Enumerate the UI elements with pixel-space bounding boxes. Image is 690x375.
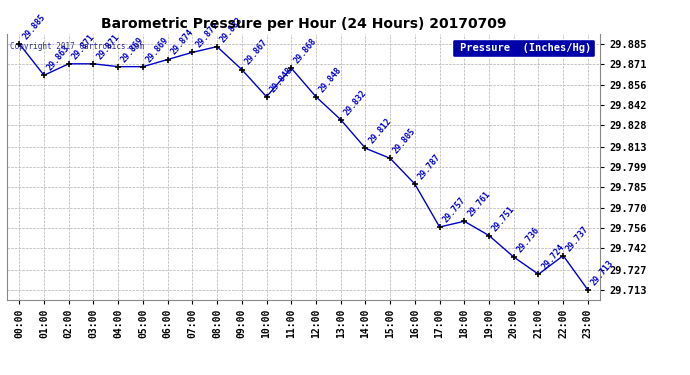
Legend: Pressure  (Inches/Hg): Pressure (Inches/Hg) <box>453 39 595 57</box>
Title: Barometric Pressure per Hour (24 Hours) 20170709: Barometric Pressure per Hour (24 Hours) … <box>101 17 506 31</box>
Text: 29.885: 29.885 <box>21 12 47 41</box>
Text: 29.787: 29.787 <box>416 153 442 181</box>
Text: 29.724: 29.724 <box>540 243 566 272</box>
Text: 29.751: 29.751 <box>491 204 517 233</box>
Text: 29.848: 29.848 <box>268 65 294 94</box>
Text: 29.869: 29.869 <box>144 35 170 64</box>
Text: 29.848: 29.848 <box>317 65 344 94</box>
Text: 29.832: 29.832 <box>342 88 368 117</box>
Text: 29.883: 29.883 <box>219 15 245 44</box>
Text: 29.874: 29.874 <box>169 28 195 57</box>
Text: 29.757: 29.757 <box>441 195 467 224</box>
Text: 29.761: 29.761 <box>466 190 492 219</box>
Text: Copyright 2017 Cartronics.com: Copyright 2017 Cartronics.com <box>10 42 144 51</box>
Text: 29.737: 29.737 <box>564 224 591 253</box>
Text: 29.713: 29.713 <box>589 258 615 287</box>
Text: 29.812: 29.812 <box>367 117 393 146</box>
Text: 29.736: 29.736 <box>515 225 542 254</box>
Text: 29.871: 29.871 <box>95 32 121 61</box>
Text: 29.863: 29.863 <box>46 44 72 72</box>
Text: 29.868: 29.868 <box>293 36 319 65</box>
Text: 29.867: 29.867 <box>243 38 269 67</box>
Text: 29.871: 29.871 <box>70 32 97 61</box>
Text: 29.805: 29.805 <box>391 127 417 156</box>
Text: 29.869: 29.869 <box>119 35 146 64</box>
Text: 29.879: 29.879 <box>194 21 220 50</box>
